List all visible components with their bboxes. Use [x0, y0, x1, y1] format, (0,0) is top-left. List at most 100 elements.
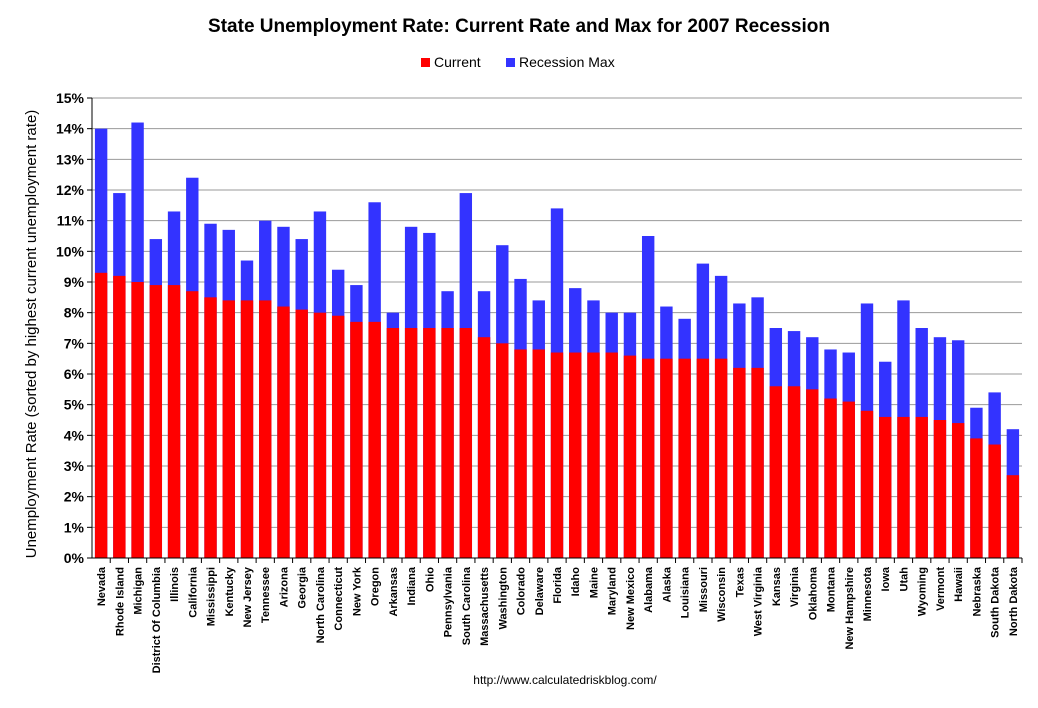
bar-current-north-dakota	[1006, 475, 1020, 558]
x-tick-label-utah: Utah	[898, 567, 910, 592]
x-tick-label-south-dakota: South Dakota	[990, 566, 1002, 638]
y-tick-label: 5%	[64, 397, 85, 413]
bar-current-arizona	[277, 306, 290, 558]
x-tick-label-montana: Montana	[826, 566, 838, 612]
bar-current-kentucky	[222, 300, 235, 558]
x-tick-label-arizona: Arizona	[278, 566, 290, 607]
source-url: http://www.calculatedriskblog.com/	[473, 673, 657, 687]
y-tick-labels: 0% 1% 2% 3% 4% 5% 6% 7% 8% 9% 10% 11% 12% 13% 14% 15%	[56, 90, 92, 566]
bar-current-idaho	[569, 352, 582, 558]
x-tick-label-tennessee: Tennessee	[260, 567, 272, 623]
x-tick-label-new-hampshire: New Hampshire	[844, 567, 856, 650]
bar-current-kansas	[769, 386, 783, 558]
y-tick-label: 2%	[64, 489, 85, 505]
x-tick-label-wyoming: Wyoming	[917, 567, 929, 616]
y-tick-label: 3%	[64, 458, 85, 474]
x-tick-label-oklahoma: Oklahoma	[807, 566, 819, 620]
bar-current-michigan	[131, 282, 144, 558]
bar-current-alaska	[660, 358, 673, 558]
x-tick-label-north-carolina: North Carolina	[315, 566, 327, 643]
bar-current-south-carolina	[459, 328, 473, 558]
x-tick-label-arkansas: Arkansas	[388, 567, 400, 617]
y-tick-label: 12%	[56, 182, 85, 198]
y-axis-label: Unemployment Rate (sorted by highest cur…	[23, 110, 40, 559]
bar-current-alabama	[641, 358, 655, 558]
x-tick-label-missouri: Missouri	[698, 567, 710, 612]
x-tick-label-illinois: Illinois	[169, 567, 181, 602]
bar-current-arkansas	[386, 328, 400, 558]
y-tick-label: 1%	[64, 519, 85, 535]
bar-current-california	[186, 291, 199, 558]
x-tick-label-district-of-columbia: District Of Columbia	[151, 566, 163, 673]
x-tick-label-maryland: Maryland	[607, 567, 619, 615]
legend-label-current: Current	[434, 54, 481, 70]
legend-swatch-recession-max	[506, 58, 515, 67]
x-tick-label-alabama: Alabama	[643, 566, 655, 613]
bar-current-district-of-columbia	[149, 285, 163, 558]
bar-current-missouri	[696, 358, 710, 558]
bar-current-tennessee	[259, 300, 272, 558]
x-tick-label-indiana: Indiana	[406, 566, 418, 605]
bar-current-rhode-island	[113, 275, 126, 558]
x-tick-label-mississippi: Mississippi	[206, 567, 218, 626]
bar-current-west-virginia	[751, 367, 764, 558]
x-tick-label-maine: Maine	[588, 567, 600, 598]
bars	[94, 122, 1020, 559]
x-tick-label-wisconsin: Wisconsin	[716, 567, 728, 622]
bar-current-washington	[496, 343, 509, 558]
x-tick-label-pennsylvania: Pennsylvania	[443, 566, 455, 637]
x-tick-label-michigan: Michigan	[133, 567, 145, 615]
x-tick-label-delaware: Delaware	[534, 567, 546, 615]
x-tick-label-california: California	[187, 566, 199, 618]
x-tick-label-alaska: Alaska	[661, 566, 673, 602]
x-tick-label-florida: Florida	[552, 566, 564, 604]
y-tick-label: 4%	[64, 427, 85, 443]
y-tick-label: 10%	[56, 243, 85, 259]
bar-current-colorado	[514, 349, 527, 558]
legend-swatch-current	[421, 58, 430, 67]
x-tick-label-oregon: Oregon	[370, 567, 382, 606]
bar-current-virginia	[787, 386, 801, 558]
bar-current-wisconsin	[714, 358, 728, 558]
y-tick-label: 13%	[56, 151, 85, 167]
bar-current-florida	[550, 352, 564, 558]
bar-current-new-jersey	[240, 300, 254, 558]
bar-current-new-york	[350, 321, 363, 558]
bar-current-minnesota	[860, 410, 874, 558]
bar-current-vermont	[933, 420, 947, 558]
bar-current-maine	[587, 352, 600, 558]
bar-current-illinois	[167, 285, 181, 558]
bar-current-montana	[824, 398, 837, 558]
axes	[91, 98, 1022, 559]
bar-current-indiana	[404, 328, 418, 558]
x-tick-labels: Nevada Rhode Island Michigan District Of Co…	[96, 558, 1023, 673]
x-tick-label-georgia: Georgia	[297, 566, 309, 608]
y-tick-label: 7%	[64, 335, 85, 351]
x-tick-label-virginia: Virginia	[789, 566, 801, 607]
x-tick-label-kentucky: Kentucky	[224, 566, 236, 616]
x-tick-label-colorado: Colorado	[516, 567, 528, 616]
bar-current-mississippi	[204, 297, 217, 558]
x-tick-label-texas: Texas	[734, 567, 746, 597]
x-tick-label-minnesota: Minnesota	[862, 566, 874, 621]
y-tick-label: 9%	[64, 274, 85, 290]
bar-current-iowa	[879, 416, 892, 558]
x-tick-label-hawaii: Hawaii	[953, 567, 965, 602]
x-tick-label-west-virginia: West Virginia	[753, 566, 765, 636]
x-tick-label-ohio: Ohio	[424, 567, 436, 592]
bar-current-oregon	[368, 321, 381, 558]
bar-current-oklahoma	[806, 389, 819, 558]
legend-label-recession-max: Recession Max	[519, 54, 615, 70]
bar-current-georgia	[295, 309, 308, 558]
x-tick-label-washington: Washington	[497, 567, 509, 630]
x-tick-label-rhode-island: Rhode Island	[114, 567, 126, 636]
bar-current-new-mexico	[623, 355, 637, 558]
bar-current-north-carolina	[313, 312, 327, 558]
x-tick-label-massachusetts: Massachusetts	[479, 567, 491, 646]
x-tick-label-nevada: Nevada	[96, 566, 108, 606]
chart-title: State Unemployment Rate: Current Rate an…	[208, 16, 830, 37]
bar-current-connecticut	[331, 315, 345, 558]
x-tick-label-louisiana: Louisiana	[680, 566, 692, 618]
bar-current-louisiana	[678, 358, 691, 558]
